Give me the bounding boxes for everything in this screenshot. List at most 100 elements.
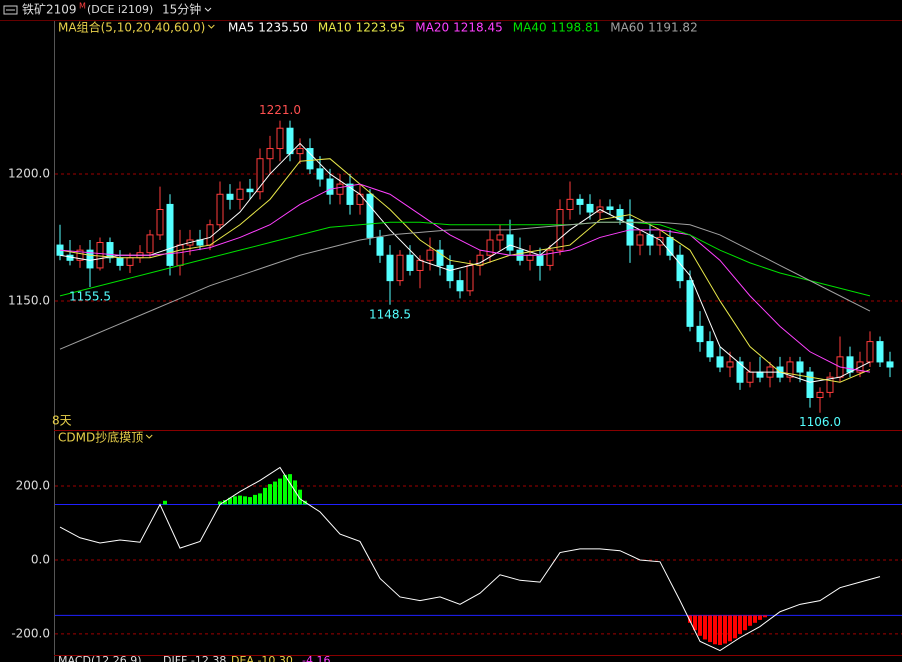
flag: M — [79, 2, 86, 11]
candle-body — [806, 371, 814, 398]
candle-body — [286, 127, 294, 155]
candle-body — [486, 239, 494, 256]
y-tick-label: 1200.0 — [8, 166, 50, 180]
candle-body — [356, 193, 364, 205]
candle-body — [626, 219, 634, 246]
candle-body — [526, 254, 534, 261]
candle-body — [386, 254, 394, 282]
candle-body — [846, 356, 854, 373]
symbol-icon[interactable] — [3, 5, 18, 15]
histogram-bar — [728, 615, 732, 642]
header-bar — [0, 0, 902, 20]
histogram-bar — [233, 496, 237, 505]
candle-body — [666, 236, 674, 256]
candle-body — [436, 249, 444, 266]
legend-value: 1218.45 — [453, 21, 503, 35]
histogram-bar — [718, 615, 722, 646]
candle-body — [826, 376, 834, 393]
macd-dea: DEA -10.30 — [231, 654, 293, 662]
chevron — [145, 434, 153, 439]
macd-title: MACD(12,26,9) — [58, 654, 142, 662]
histogram-bar — [298, 489, 302, 505]
candle-body — [216, 193, 224, 226]
ma-line — [59, 183, 871, 373]
candle-body — [556, 209, 564, 251]
histogram-bar — [688, 615, 692, 623]
y-tick-label: -200.0 — [11, 626, 50, 640]
histogram-bar — [693, 615, 697, 631]
candle-body — [466, 264, 474, 292]
candle-body — [86, 249, 94, 269]
candle-body — [546, 249, 554, 266]
candle-body — [426, 249, 434, 261]
legend-value: 1223.95 — [356, 21, 406, 35]
histogram-bar — [263, 487, 267, 505]
candle-body — [346, 183, 354, 205]
candle-body — [876, 341, 884, 363]
candle-body — [536, 254, 544, 266]
candle-body — [206, 224, 214, 246]
candle-body — [886, 361, 894, 368]
candle-body — [236, 188, 244, 200]
candle-body — [756, 371, 764, 378]
candle-body — [736, 361, 744, 383]
macd-diff: DIFF -12.38 — [163, 654, 226, 662]
histogram-bar — [243, 496, 247, 505]
candle-body — [796, 361, 804, 373]
price-annotation: 1148.5 — [369, 307, 411, 321]
candle-body — [96, 242, 104, 269]
candle-body — [406, 254, 414, 271]
candle-body — [366, 193, 374, 238]
histogram-bar — [733, 615, 737, 639]
candle-body — [566, 198, 574, 211]
candle-body — [166, 203, 174, 266]
legend-value: 1235.50 — [258, 21, 308, 35]
candle-body — [716, 356, 724, 368]
histogram-bar — [268, 484, 272, 505]
candle-body — [106, 242, 114, 259]
candle-body — [416, 259, 424, 271]
indicator-line — [59, 466, 881, 652]
candle-body — [116, 257, 124, 266]
histogram-bar — [223, 500, 227, 505]
histogram-bar — [698, 615, 702, 636]
candle-body — [586, 203, 594, 213]
candle-body — [446, 264, 454, 282]
candle-body — [316, 168, 324, 180]
legend-name: MA20 — [415, 21, 449, 35]
period[interactable]: 15分钟 — [162, 2, 201, 17]
histogram-bar — [228, 497, 232, 505]
legend-value: 1191.82 — [648, 21, 698, 35]
legend-name: MA40 — [513, 21, 547, 35]
ma-line — [59, 221, 871, 350]
legend-name: MA60 — [610, 21, 644, 35]
candle-body — [276, 127, 284, 150]
y-tick-label: 1150.0 — [8, 293, 50, 307]
histogram-bar — [288, 474, 292, 505]
symbol[interactable]: 铁矿2109 — [22, 3, 77, 17]
ma-legend-title[interactable]: MA组合(5,10,20,40,60,0) — [58, 20, 205, 35]
candle-body — [456, 280, 464, 292]
histogram-bar — [723, 615, 727, 644]
candle-body — [576, 198, 584, 205]
price-annotation: 1106.0 — [799, 415, 841, 429]
histogram-bar — [218, 501, 222, 505]
candle-body — [76, 249, 84, 261]
histogram-bar — [163, 500, 167, 505]
period-chevron[interactable] — [204, 7, 212, 12]
histogram-bar — [743, 615, 747, 631]
indicator-title[interactable]: CDMD抄底摸顶 — [58, 430, 143, 445]
candle-body — [696, 325, 704, 343]
candle-body — [496, 234, 504, 241]
histogram-bar — [248, 497, 252, 505]
histogram-bar — [748, 615, 752, 626]
histogram-bar — [258, 493, 262, 505]
ma-line — [59, 142, 871, 383]
candle-body — [676, 254, 684, 282]
candle-body — [636, 234, 644, 246]
candle-body — [396, 254, 404, 282]
histogram-bar — [758, 615, 762, 620]
histogram-bar — [713, 615, 717, 645]
histogram-bar — [708, 615, 712, 643]
